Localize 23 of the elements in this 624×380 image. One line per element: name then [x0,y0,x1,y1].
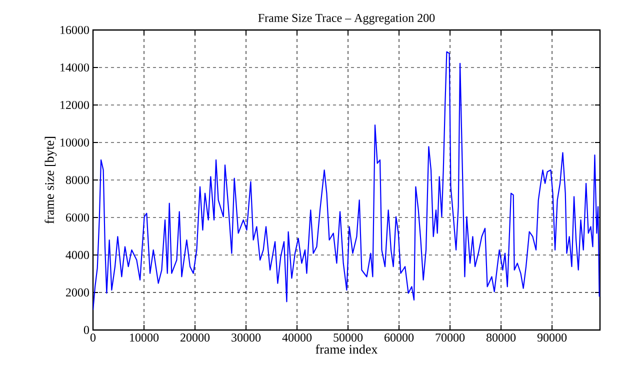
x-tick-label: 30000 [232,334,261,342]
x-tick-label: 80000 [486,334,516,342]
y-axis-title: frame size [byte] [44,136,57,224]
y-tick-label: 2000 [66,288,90,297]
y-tick-label: 16000 [60,26,90,34]
y-tick-label: 4000 [66,250,90,260]
x-tick-label: 60000 [384,334,414,342]
y-tick-label: 6000 [66,213,90,222]
y-tick-label: 12000 [60,100,90,110]
x-tick-label: 0 [90,334,96,342]
x-tick-label: 10000 [130,334,159,342]
x-tick-label: 70000 [436,334,465,342]
x-tick-label: 50000 [334,334,363,342]
y-tick-label: 10000 [60,138,90,147]
y-tick-label: 14000 [60,63,90,72]
chart-title: Frame Size Trace – Aggregation 200 [258,14,435,24]
x-tick-label: 40000 [282,334,312,342]
line-series [93,51,600,310]
y-tick-label: 8000 [66,176,90,184]
x-axis-title: frame index [316,344,378,354]
y-tick-label: 0 [84,326,90,334]
x-tick-label: 90000 [537,334,567,342]
x-tick-label: 20000 [180,334,210,342]
